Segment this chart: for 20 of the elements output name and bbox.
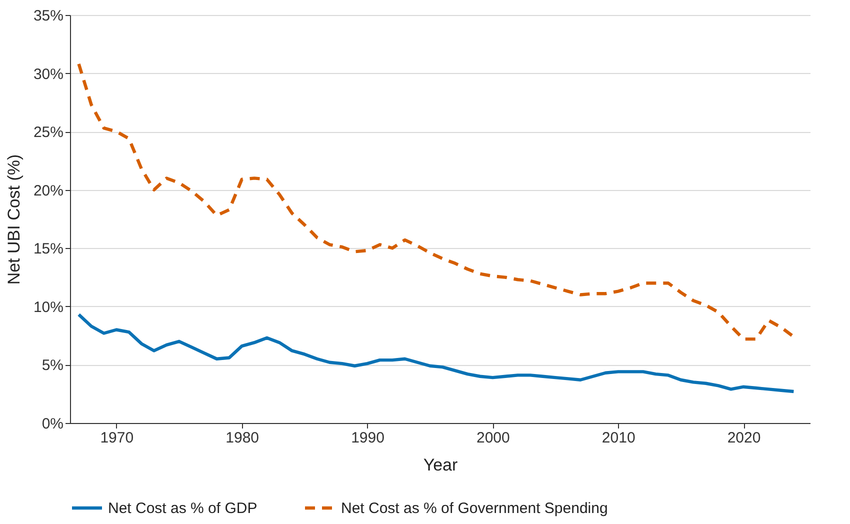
y-tick-label: 5% [42,357,64,374]
x-tick-label: 1970 [100,430,134,446]
x-tick-label: 1980 [226,430,260,446]
line-series [77,312,796,394]
line-series [77,62,796,341]
y-tick-label: 15% [33,240,64,258]
x-tick-label: 2010 [602,430,636,446]
x-tick-label: 2020 [727,430,761,446]
y-tick-label: 35% [33,8,64,24]
y-tick-label: 25% [33,124,64,142]
legend-label: Net Cost as % of Government Spending [341,500,608,517]
y-tick-label: 30% [33,66,64,83]
x-tick-label: 1990 [351,430,384,446]
y-tick-label: 20% [33,182,64,200]
legend-label: Net Cost as % of GDP [108,500,258,517]
y-tick-label: 0% [42,416,64,432]
y-tick-label: 10% [33,298,64,316]
y-axis-title: Net UBI Cost (%) [4,154,24,285]
x-axis-title: Year [423,456,458,474]
x-tick-label: 2000 [476,430,510,446]
